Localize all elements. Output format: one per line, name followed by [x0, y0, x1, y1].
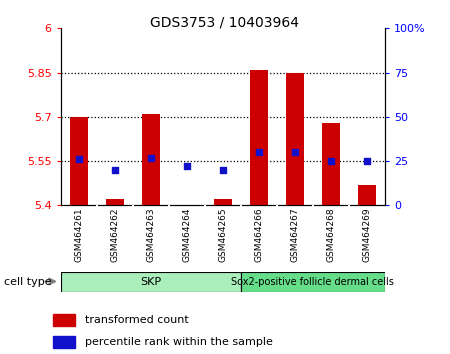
Text: GSM464266: GSM464266	[254, 207, 263, 262]
Bar	[286, 73, 304, 205]
Point	[183, 164, 190, 169]
Text: GSM464262: GSM464262	[110, 207, 119, 262]
Text: GSM464263: GSM464263	[146, 207, 155, 262]
Bar	[250, 70, 268, 205]
Point	[147, 155, 154, 160]
Text: GSM464268: GSM464268	[326, 207, 335, 262]
Text: GSM464269: GSM464269	[362, 207, 371, 262]
Text: GSM464264: GSM464264	[182, 207, 191, 262]
Text: percentile rank within the sample: percentile rank within the sample	[85, 337, 273, 347]
Bar	[53, 314, 75, 326]
Point	[219, 167, 226, 173]
Point	[291, 149, 298, 155]
Point	[363, 158, 370, 164]
Bar	[70, 117, 88, 205]
Bar	[322, 123, 340, 205]
Text: SKP: SKP	[140, 277, 161, 287]
Text: Sox2-positive follicle dermal cells: Sox2-positive follicle dermal cells	[231, 277, 394, 287]
Bar	[53, 336, 75, 348]
Point	[255, 149, 262, 155]
Text: cell type: cell type	[4, 278, 52, 287]
Point	[75, 156, 82, 162]
Bar	[61, 272, 241, 292]
Text: GSM464261: GSM464261	[74, 207, 83, 262]
Bar	[214, 199, 232, 205]
Text: GSM464265: GSM464265	[218, 207, 227, 262]
Bar	[358, 185, 376, 205]
Text: GDS3753 / 10403964: GDS3753 / 10403964	[150, 16, 300, 30]
Text: transformed count: transformed count	[85, 315, 189, 325]
Bar	[106, 199, 124, 205]
Point	[111, 167, 118, 173]
Bar	[241, 272, 385, 292]
Bar	[142, 114, 160, 205]
Point	[327, 158, 334, 164]
Text: GSM464267: GSM464267	[290, 207, 299, 262]
